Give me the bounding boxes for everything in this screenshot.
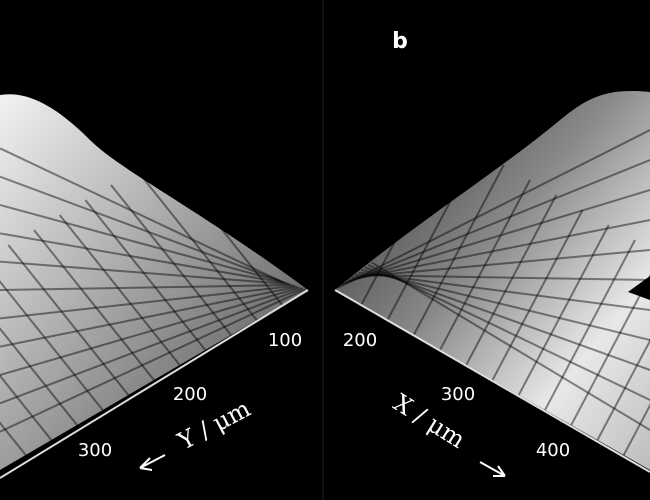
surface-grid xyxy=(337,129,650,289)
surface-grid xyxy=(0,374,53,441)
surface-grid xyxy=(354,274,650,281)
surface-grid xyxy=(491,209,584,381)
surface-grid xyxy=(439,179,531,351)
tick-label: 200 xyxy=(343,330,377,351)
surface xyxy=(335,90,650,471)
surface-grid xyxy=(348,219,650,281)
surface-grid xyxy=(360,134,453,306)
surface-grid xyxy=(0,260,291,286)
surface-grid xyxy=(367,264,650,401)
surface-grid xyxy=(0,280,104,411)
surface-grid xyxy=(58,214,181,366)
axis-line xyxy=(0,289,309,479)
surface-grid xyxy=(0,286,301,376)
surface xyxy=(0,94,308,470)
tick-label: 200 xyxy=(173,384,207,405)
surface-grid xyxy=(84,199,207,351)
surface-grid xyxy=(622,403,650,456)
surface-grid xyxy=(33,229,155,381)
tick-label: 300 xyxy=(78,440,112,461)
surface-grid xyxy=(0,284,296,320)
surface-grid xyxy=(544,239,636,411)
surface-grid xyxy=(344,189,650,284)
surface-grid xyxy=(110,184,232,336)
surface-grid xyxy=(0,287,304,405)
surface-grid xyxy=(351,249,650,279)
surface-grid xyxy=(135,169,258,321)
surface-grid xyxy=(364,266,650,371)
axis-arrow xyxy=(479,461,506,477)
surface-grid xyxy=(361,269,650,341)
panel-a: 100 200 300 Y / μm xyxy=(0,94,309,479)
surface-grid xyxy=(0,175,283,283)
surface-grid xyxy=(0,288,306,433)
surface-grid xyxy=(7,244,130,396)
panel-label: b xyxy=(392,29,408,54)
tick-label: 300 xyxy=(441,384,475,405)
surface-grid xyxy=(0,285,298,348)
surface-grid xyxy=(596,338,650,441)
surface-grid xyxy=(0,147,281,282)
surface-grid xyxy=(0,232,288,285)
surface-grid xyxy=(412,164,505,336)
surface-grid xyxy=(0,204,286,284)
axis-arrow xyxy=(139,454,166,471)
surface-grid xyxy=(371,261,650,431)
surface-grid xyxy=(386,149,479,321)
surface-grid xyxy=(0,327,78,426)
surface-grid xyxy=(358,271,650,311)
tick-label: 100 xyxy=(268,330,302,351)
surface-grid xyxy=(0,284,293,291)
surface-grid xyxy=(0,421,27,456)
axis-line xyxy=(334,289,650,473)
surface-grid xyxy=(517,224,610,396)
arrowhead xyxy=(628,276,650,300)
surface-grid xyxy=(161,154,284,306)
tick-label: 400 xyxy=(536,440,570,461)
surface-grid xyxy=(465,194,558,366)
surface-grid xyxy=(341,159,650,286)
